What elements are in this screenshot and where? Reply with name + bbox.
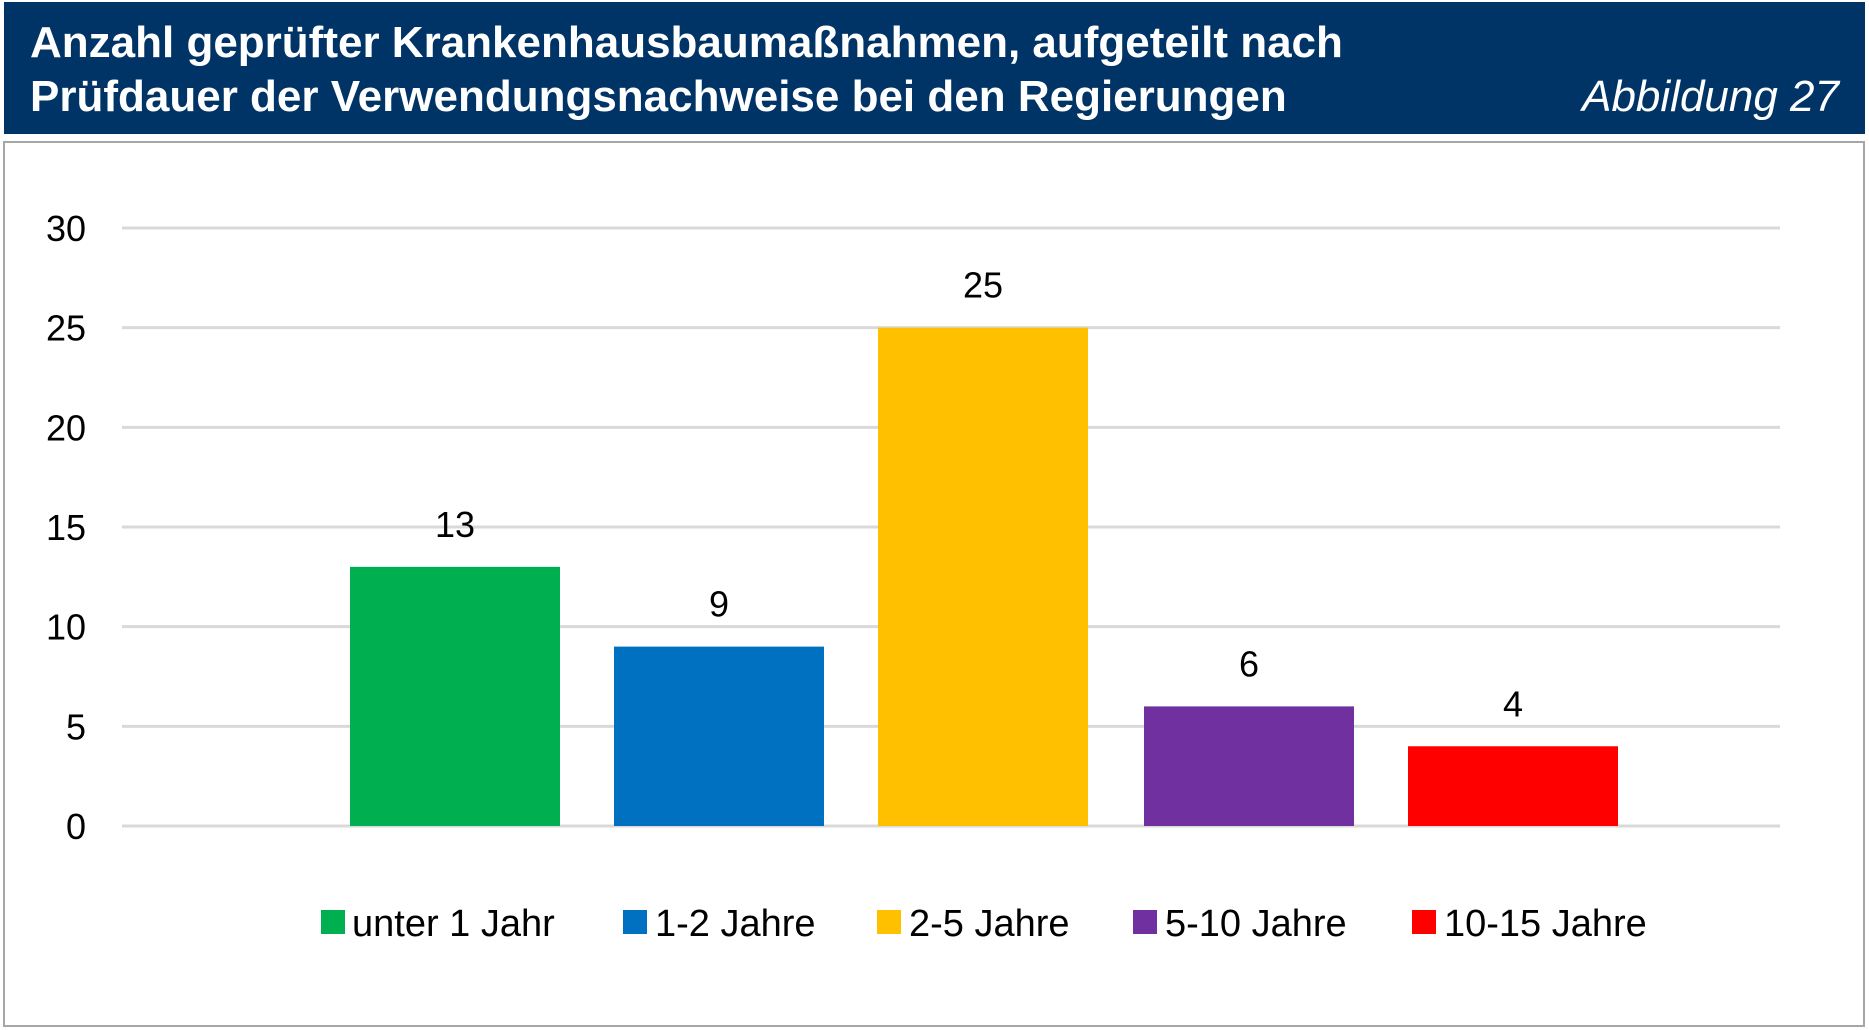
legend-item-5: 10-15 Jahre xyxy=(1412,903,1647,945)
legend-swatch-5 xyxy=(1412,910,1436,934)
legend-swatch-3 xyxy=(877,910,901,934)
data-label-4: 6 xyxy=(1239,643,1259,684)
data-label-5: 4 xyxy=(1503,683,1523,724)
legend-item-1: unter 1 Jahr xyxy=(321,903,555,945)
chart-header: Anzahl geprüfter Krankenhausbaumaßnahmen… xyxy=(4,2,1865,134)
y-axis-tick-labels: 0 5 10 15 20 25 30 xyxy=(46,208,86,847)
legend-label-2: 1-2 Jahre xyxy=(655,903,816,945)
legend-item-3: 2-5 Jahre xyxy=(877,903,1070,945)
legend-swatch-2 xyxy=(623,910,647,934)
y-tick-label-25: 25 xyxy=(46,308,86,349)
bar-2 xyxy=(614,646,824,826)
legend-swatch-1 xyxy=(321,910,345,934)
legend: unter 1 Jahr 1-2 Jahre 2-5 Jahre 5-10 Jahre… xyxy=(321,903,1647,945)
figure-number-label: Abbildung 27 xyxy=(1582,72,1839,121)
data-label-3: 25 xyxy=(963,265,1003,306)
bar-3 xyxy=(878,327,1088,826)
y-tick-label-0: 0 xyxy=(66,806,86,847)
bar-1 xyxy=(350,566,560,826)
legend-label-1: unter 1 Jahr xyxy=(352,903,555,945)
y-tick-label-15: 15 xyxy=(46,507,86,548)
y-tick-label-20: 20 xyxy=(46,407,86,448)
data-label-2: 9 xyxy=(709,584,729,625)
bar-5 xyxy=(1408,746,1618,826)
chart-title-line-1: Anzahl geprüfter Krankenhausbaumaßnahmen… xyxy=(30,18,1343,67)
bar-4 xyxy=(1144,706,1354,826)
y-tick-label-5: 5 xyxy=(66,706,86,747)
legend-swatch-4 xyxy=(1133,910,1157,934)
y-tick-label-10: 10 xyxy=(46,607,86,648)
legend-item-2: 1-2 Jahre xyxy=(623,903,816,945)
legend-item-4: 5-10 Jahre xyxy=(1133,903,1347,945)
bars xyxy=(350,327,1618,826)
data-labels: 13 9 25 6 4 xyxy=(435,265,1523,725)
data-label-1: 13 xyxy=(435,504,475,545)
legend-label-4: 5-10 Jahre xyxy=(1165,903,1347,945)
legend-label-3: 2-5 Jahre xyxy=(909,903,1070,945)
legend-label-5: 10-15 Jahre xyxy=(1444,903,1647,945)
chart-title-line-2: Prüfdauer der Verwendungsnachweise bei d… xyxy=(30,72,1287,121)
y-tick-label-30: 30 xyxy=(46,208,86,249)
